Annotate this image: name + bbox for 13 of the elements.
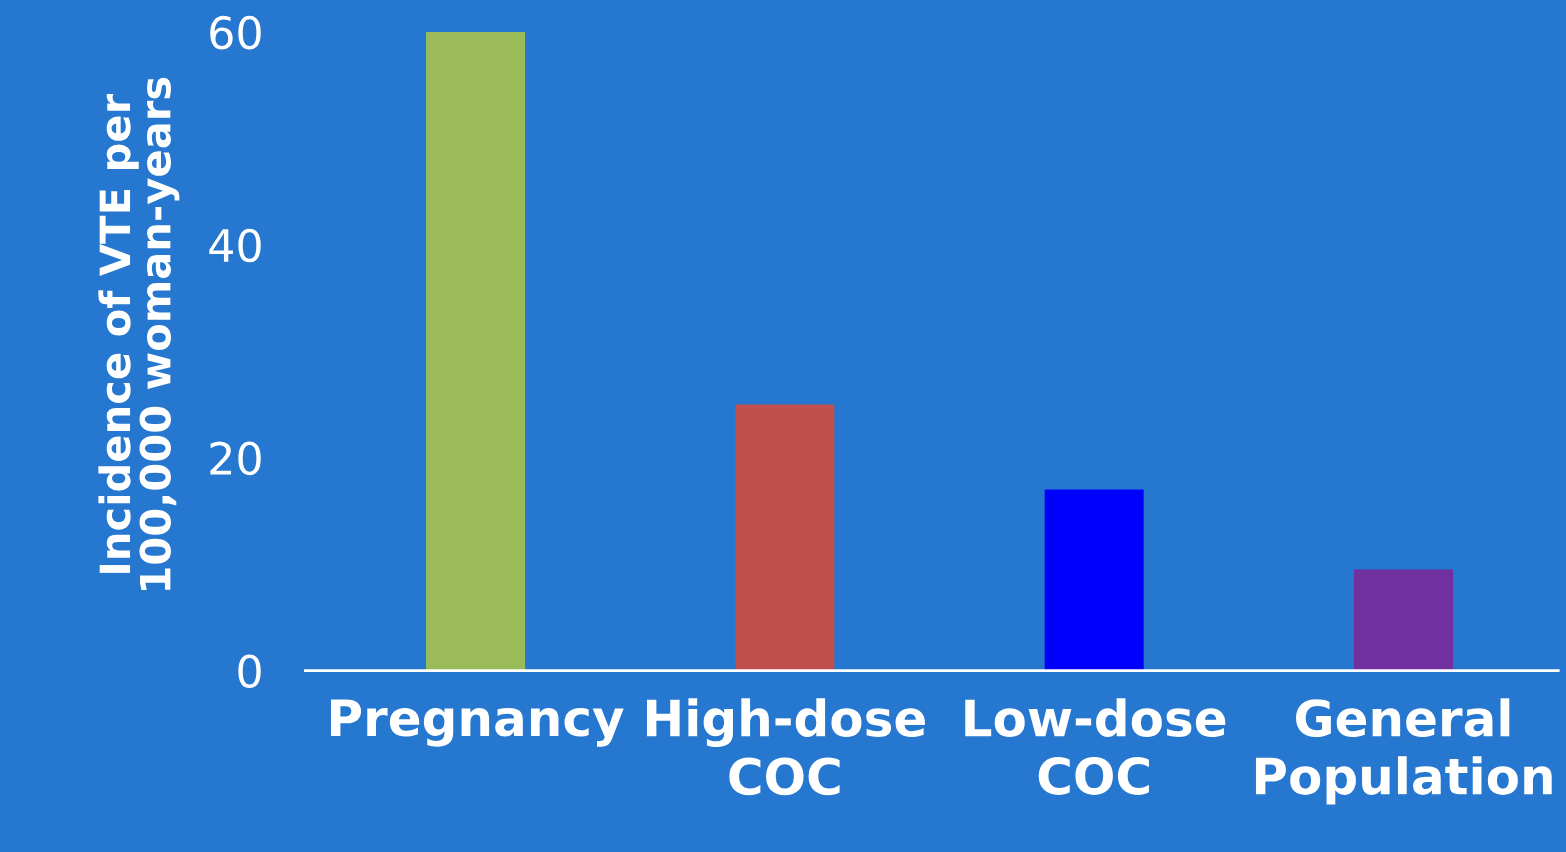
x-tick-label: Low-dose COC xyxy=(965,698,1226,795)
x-tick-label: High-dose COC xyxy=(646,698,925,796)
y-tick-label: 40 xyxy=(209,228,261,263)
x-tick-label: Pregnancy xyxy=(331,699,624,747)
bar xyxy=(1354,569,1453,671)
y-tick-label: 0 xyxy=(238,654,261,689)
x-tick-label: General Population xyxy=(1255,698,1552,805)
bar xyxy=(1044,489,1144,671)
y-tick-label: 60 xyxy=(210,15,261,50)
bar xyxy=(735,404,835,671)
y-axis-title: Incidence of VTE per 100,000 woman-years xyxy=(98,77,180,590)
y-tick-label: 20 xyxy=(210,441,261,476)
bar xyxy=(426,31,525,671)
